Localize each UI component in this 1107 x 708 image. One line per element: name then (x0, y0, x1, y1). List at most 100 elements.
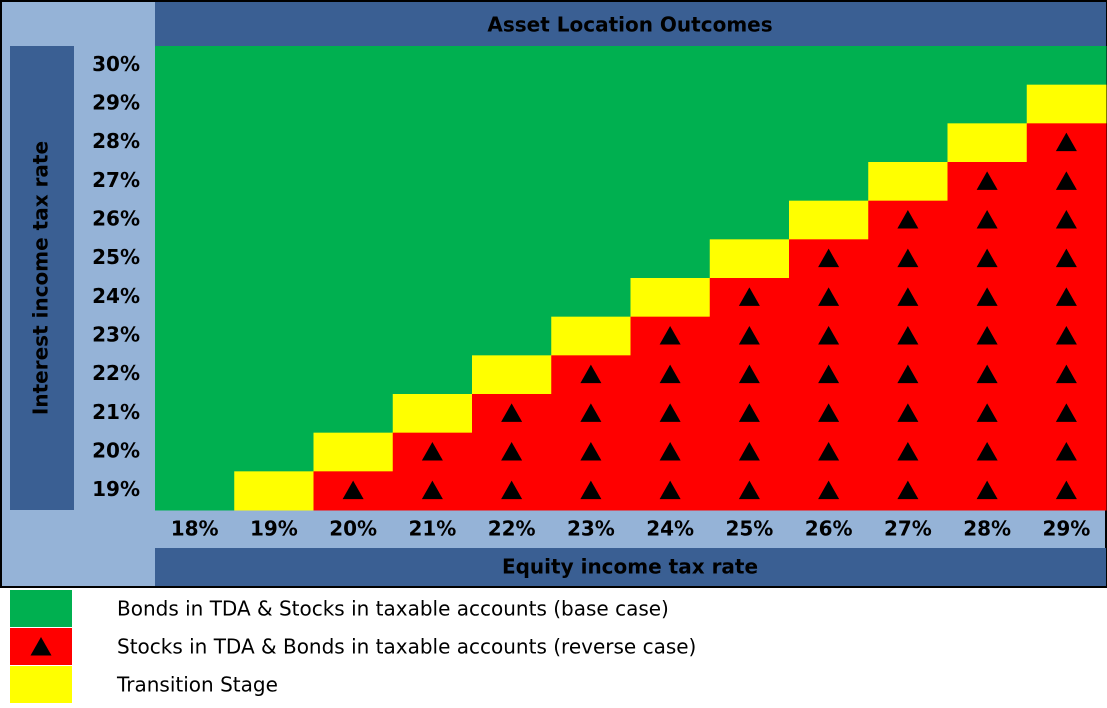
cell (155, 200, 235, 240)
cell (392, 278, 473, 318)
cell (868, 162, 948, 202)
x-tick-label: 23% (567, 517, 615, 541)
cell (789, 46, 869, 86)
triangle-marker (580, 442, 602, 461)
x-tick-label: 25% (725, 517, 773, 541)
triangle-marker (1055, 287, 1077, 306)
y-tick-label: 25% (92, 245, 140, 269)
cell (630, 84, 711, 124)
cell (472, 316, 552, 356)
cell (392, 239, 473, 279)
cell (868, 46, 948, 86)
cell (313, 84, 394, 124)
triangle-marker (897, 442, 919, 461)
title-bar (155, 2, 1106, 46)
triangle-marker (580, 403, 602, 422)
y-tick-label: 29% (92, 91, 140, 115)
triangle-marker (1055, 480, 1077, 500)
y-tick-label: 27% (92, 168, 140, 192)
legend-marker (30, 637, 52, 656)
cell (392, 84, 473, 124)
cell (234, 316, 314, 356)
cell (1026, 84, 1107, 124)
cell (313, 355, 394, 395)
cell (234, 46, 314, 86)
triangle-marker (818, 287, 840, 306)
triangle-marker (976, 403, 998, 422)
triangle-marker (818, 442, 840, 461)
cell (472, 84, 552, 124)
cell (155, 239, 235, 279)
triangle-marker (738, 287, 760, 306)
triangle-marker (897, 326, 919, 345)
x-tick-label: 28% (963, 517, 1011, 541)
cell (630, 162, 711, 202)
cell (313, 46, 394, 86)
cell (551, 123, 631, 163)
cell (472, 200, 552, 240)
x-tick-label: 21% (408, 517, 456, 541)
triangle-marker (659, 442, 681, 461)
triangle-marker (738, 364, 760, 384)
cell (155, 123, 235, 163)
triangle-marker (659, 403, 681, 422)
cell (709, 46, 790, 86)
cell (313, 316, 394, 356)
cell (551, 84, 631, 124)
triangle-marker (818, 326, 840, 345)
cell (630, 278, 711, 318)
legend-swatch (10, 590, 72, 627)
triangle-marker (738, 326, 760, 345)
cell (392, 200, 473, 240)
cell (313, 432, 394, 472)
cell (234, 278, 314, 318)
triangle-marker (659, 480, 681, 500)
cell (392, 355, 473, 395)
triangle-marker (976, 171, 998, 190)
triangle-marker (738, 403, 760, 422)
cell (155, 471, 235, 511)
cell (313, 200, 394, 240)
triangle-marker (501, 442, 523, 461)
cell (630, 123, 711, 163)
triangle-marker (897, 210, 919, 229)
cell (789, 200, 869, 240)
triangle-marker (897, 403, 919, 422)
legend-label: Transition Stage (116, 673, 278, 697)
cell (234, 162, 314, 202)
cell (630, 200, 711, 240)
cell (947, 84, 1028, 124)
y-label-bar (10, 46, 74, 510)
cell (789, 84, 869, 124)
triangle-marker (976, 480, 998, 500)
cell (392, 46, 473, 86)
cell (155, 84, 235, 124)
cell (947, 46, 1028, 86)
cell (551, 46, 631, 86)
triangle-marker (1055, 442, 1077, 461)
y-tick-label: 24% (92, 284, 140, 308)
triangle-marker (501, 480, 523, 500)
triangle-marker (976, 248, 998, 268)
cell (1026, 46, 1107, 86)
cell (392, 123, 473, 163)
cell (472, 123, 552, 163)
cell (709, 200, 790, 240)
cell (155, 432, 235, 472)
y-tick-label: 20% (92, 439, 140, 463)
y-tick-label: 23% (92, 323, 140, 347)
cell (155, 278, 235, 318)
triangle-marker (897, 287, 919, 306)
cell (630, 239, 711, 279)
triangle-marker (976, 326, 998, 345)
triangle-marker (342, 480, 364, 500)
cell (472, 355, 552, 395)
cell (392, 162, 473, 202)
cell (472, 46, 552, 86)
cell (234, 355, 314, 395)
cell (472, 239, 552, 279)
triangle-marker (1055, 132, 1077, 152)
y-tick-label: 21% (92, 400, 140, 424)
triangle-marker (818, 248, 840, 268)
x-tick-label: 24% (646, 517, 694, 541)
